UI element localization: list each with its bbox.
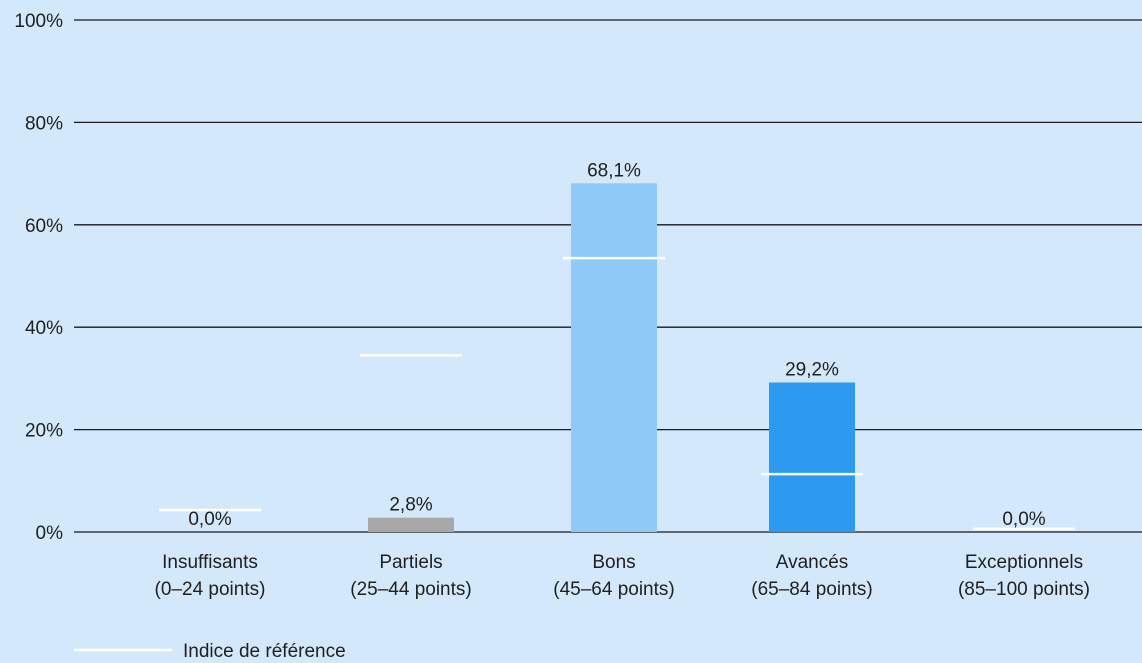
x-tick-label: Exceptionnels (965, 552, 1083, 573)
legend: Indice de référence (74, 641, 346, 662)
data-label: 29,2% (785, 359, 839, 380)
x-tick-sublabel: (85–100 points) (958, 579, 1090, 600)
x-tick-label: Bons (592, 552, 635, 573)
x-axis: Insuffisants (0–24 points) Partiels (25–44 … (155, 552, 1090, 600)
y-tick-label: 40% (25, 318, 63, 339)
x-tick-sublabel: (65–84 points) (751, 579, 872, 600)
y-tick-label: 20% (25, 421, 63, 442)
bar (368, 517, 454, 532)
x-tick-label: Avancés (776, 552, 849, 573)
y-tick-label: 100% (14, 11, 63, 32)
y-tick-label: 80% (25, 113, 63, 134)
data-label: 2,8% (389, 495, 432, 516)
benchmark-markers (159, 256, 1075, 531)
y-tick-label: 60% (25, 216, 63, 237)
data-label: 0,0% (1002, 509, 1045, 530)
x-tick-label: Partiels (379, 552, 442, 573)
bar (769, 382, 855, 532)
bar (571, 183, 657, 532)
bars (368, 183, 855, 532)
x-tick-sublabel: (0–24 points) (155, 579, 266, 600)
x-tick-sublabel: (45–64 points) (553, 579, 674, 600)
data-labels: 0,0% 2,8% 68,1% 29,2% 0,0% (188, 160, 1045, 530)
data-label: 68,1% (587, 160, 641, 181)
y-tick-label: 0% (36, 523, 64, 544)
x-tick-label: Insuffisants (162, 552, 258, 573)
legend-benchmark-label: Indice de référence (183, 641, 346, 662)
data-label: 0,0% (188, 509, 231, 530)
x-tick-sublabel: (25–44 points) (350, 579, 471, 600)
